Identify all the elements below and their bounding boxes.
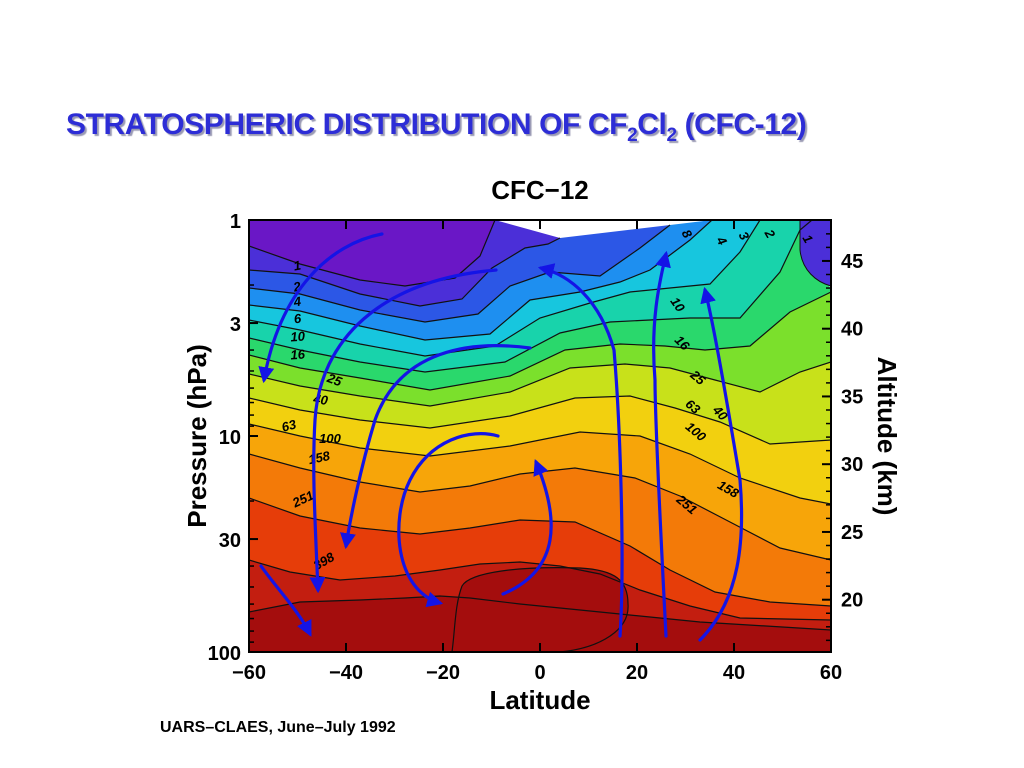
circulation-arrow [259,564,312,637]
contour-line [249,559,831,621]
contour-line [249,361,831,407]
contour-label: 63 [280,416,299,434]
circulation-arrow [698,286,744,642]
contour-band [249,220,812,372]
y-tick-label: 10 [219,427,241,449]
y-tick-label: 100 [208,643,241,665]
circulation-arrow [397,432,500,608]
contour-label: 4 [292,294,303,310]
contour-line [249,237,561,307]
contour-line [249,291,831,391]
y-tick-label: 3 [230,314,241,336]
contour-line [249,224,671,323]
contour-line [249,595,831,631]
chart-title: CFC−12 [491,175,589,205]
x-tick-label: −60 [232,662,266,684]
contour-label: 10 [290,328,306,344]
contour-band [249,424,831,560]
y2-tick-label: 40 [841,319,863,341]
contour-line [249,395,831,445]
axes: −60 −40 −20 0 20 40 60 1 3 10 30 100 20 25 30 35 40 45 [208,211,864,684]
y2-tick-label: 20 [841,590,863,612]
contour-band [249,225,670,322]
y2-axis-label: Altitude (km) [872,357,902,516]
y2-tick-label: 45 [841,251,863,273]
circulation-arrow [258,232,384,384]
y2-tick-label: 30 [841,454,863,476]
y-tick-label: 30 [219,530,241,552]
contour-label: 100 [319,431,341,446]
slide-title: STRATOSPHERIC DISTRIBUTION OF CF2Cl2 (CF… [66,108,807,146]
x-tick-label: 20 [626,662,648,684]
x-axis-label: Latitude [489,685,590,715]
circulation-arrow [652,250,671,638]
y2-tick-label: 25 [841,522,863,544]
x-tick-label: 0 [534,662,545,684]
circulation-arrow [501,459,553,596]
circulation-arrows [258,232,744,642]
circulation-arrow [340,344,532,550]
x-tick-label: 60 [820,662,842,684]
y-tick-label: 1 [230,211,241,233]
data-source-note: UARS–CLAES, June–July 1992 [160,719,396,736]
contour-label: 16 [290,346,306,362]
x-tick-label: −20 [426,662,460,684]
contour-label: 2 [291,278,303,295]
contour-band [249,220,831,286]
circulation-arrow [537,263,624,638]
contour-line [249,423,831,505]
contour-band [249,454,831,606]
x-tick-label: 40 [723,662,745,684]
contour-line [249,220,761,357]
contour-band-398 [451,567,629,652]
contour-band [249,220,712,340]
contour-label: 1 [292,258,302,274]
y-axis-label: Pressure (hPa) [182,344,212,528]
contour-band [249,396,831,504]
y2-tick-label: 35 [841,386,863,408]
contour-band [249,498,831,620]
contour-band [249,220,560,306]
circulation-arrow [309,268,498,594]
contour-label: 40 [311,391,329,408]
contour-label: 25 [324,370,344,390]
x-tick-label: −40 [329,662,363,684]
contour-label: 6 [293,311,303,327]
contour-line [249,220,813,373]
